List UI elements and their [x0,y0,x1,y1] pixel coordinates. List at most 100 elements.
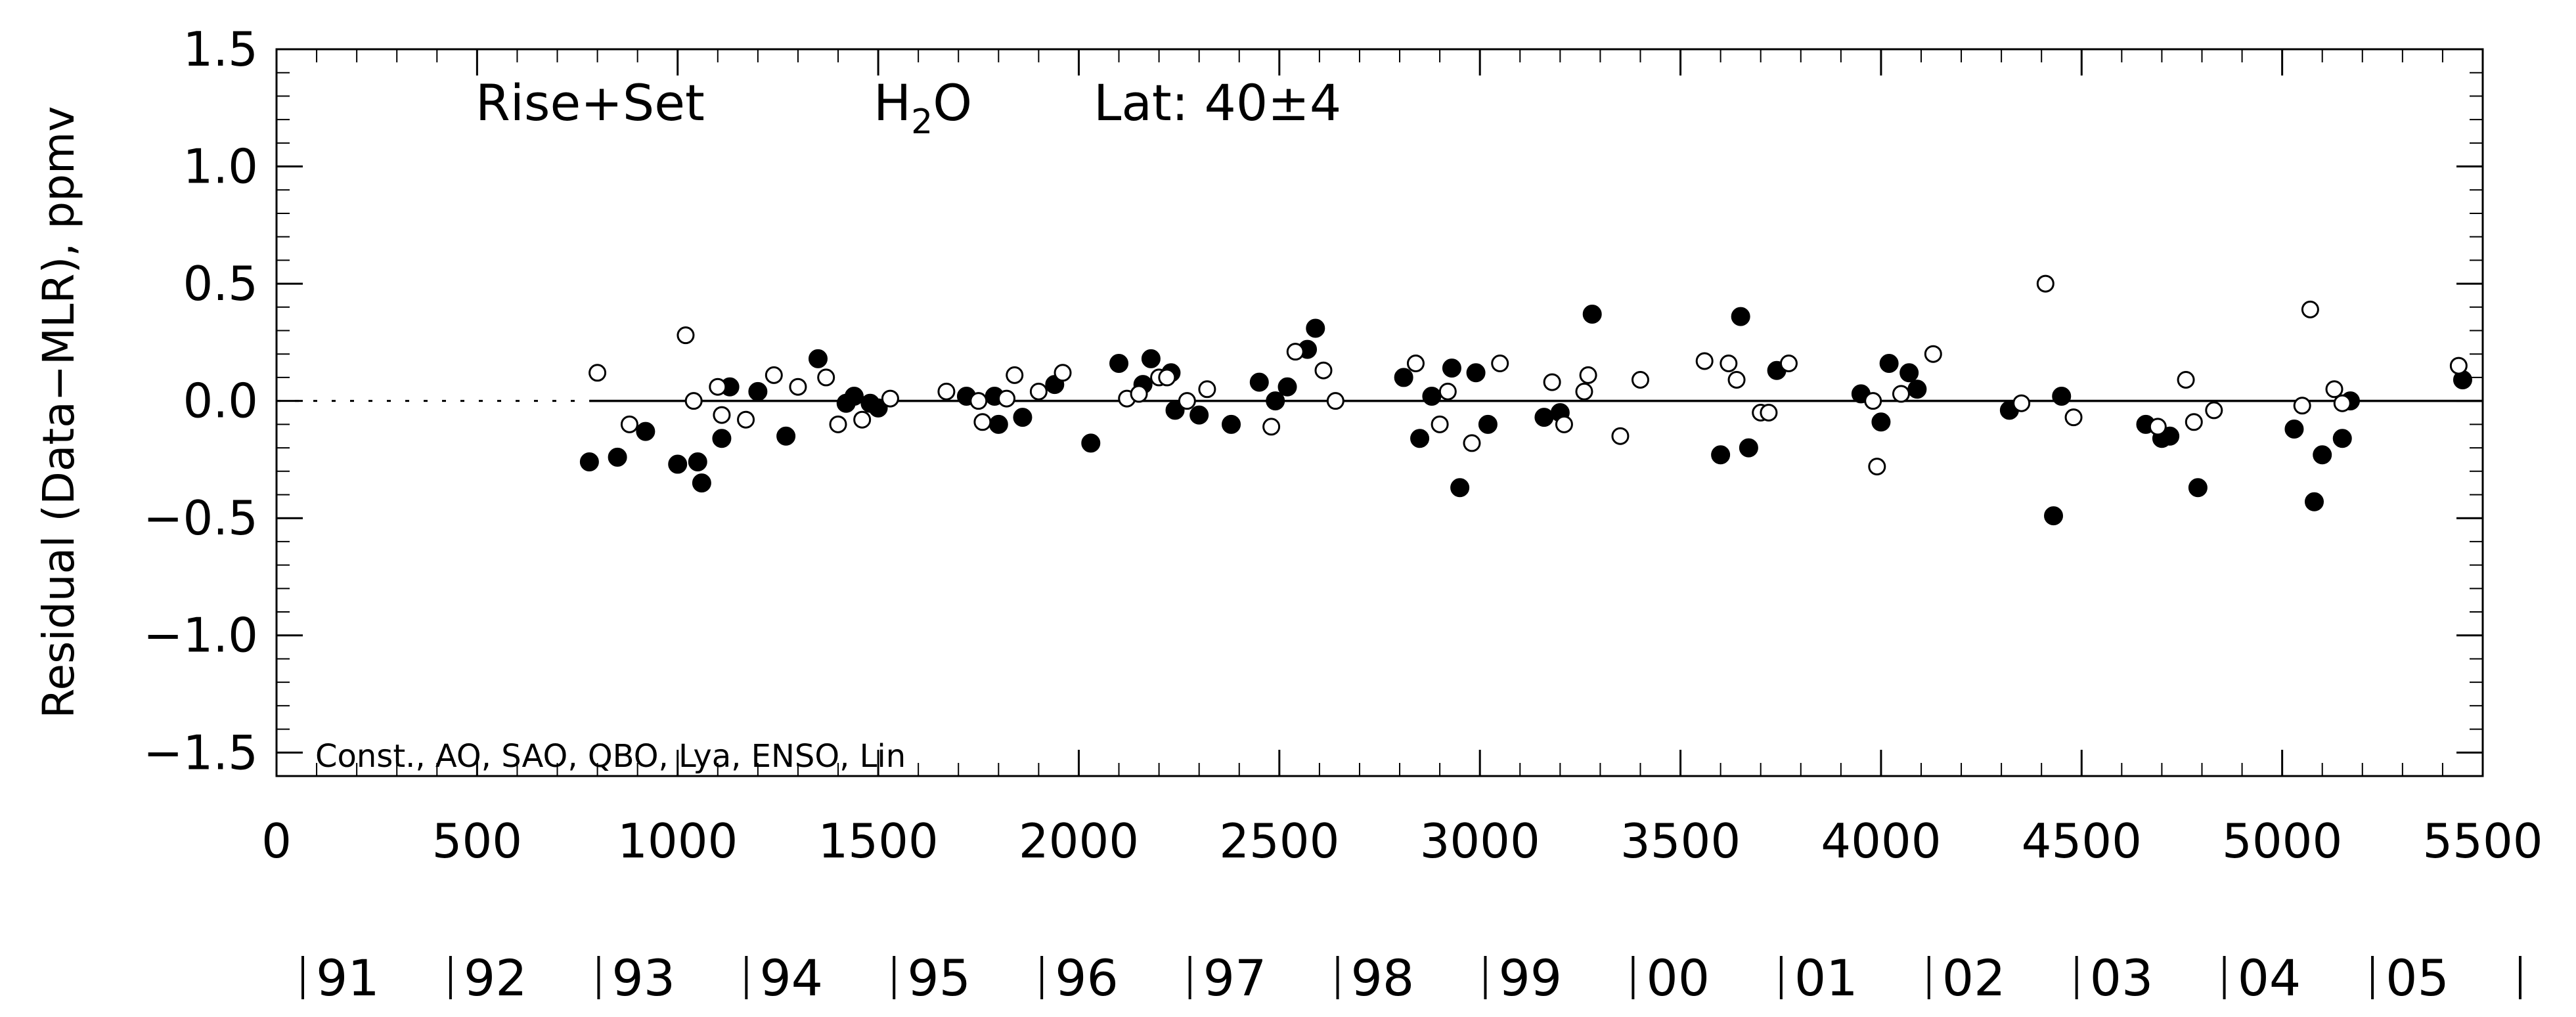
open-point [2333,394,2351,412]
filled-point [2332,429,2352,448]
year-label: 01 [1794,949,1858,1007]
open-point [1158,368,1176,387]
open-point [881,389,899,408]
y-tick-label: 1.0 [183,139,258,194]
filled-point [1731,307,1750,326]
open-point [588,364,607,382]
open-point [1924,345,1942,363]
open-point [1006,366,1024,384]
filled-point [988,414,1008,434]
filled-point [2284,419,2304,439]
open-point [2185,413,2203,431]
year-label: 96 [1055,949,1119,1007]
open-point [1029,382,1048,400]
filled-point [1478,414,1498,434]
year-label: 99 [1498,949,1562,1007]
year-label: 05 [2386,949,2449,1007]
open-point [2012,394,2031,412]
filled-point [1534,408,1554,427]
filled-point [1899,363,1919,383]
filled-point [2160,426,2180,446]
x-tick-label: 3500 [1620,813,1741,869]
open-point [2036,274,2054,293]
x-tick-label: 5500 [2422,813,2543,869]
open-point [713,406,731,424]
x-tick-label: 0 [261,813,292,869]
y-axis-label: Residual (Data−MLR), ppmv [33,106,84,719]
open-point [1286,343,1304,361]
open-point [937,382,956,400]
filled-point [748,381,768,401]
filled-point [668,454,688,474]
open-point [2148,418,2167,436]
species-main: H [874,74,911,132]
filled-point [1907,379,1927,399]
filled-point [1249,372,1269,392]
filled-point [688,452,707,471]
y-tick-label: 1.5 [183,22,258,77]
y-tick-label: 0.5 [183,256,258,311]
filled-point [1306,318,1325,338]
data-points [579,274,2472,526]
filled-point [2044,506,2064,526]
filled-point [1141,349,1161,368]
filled-point [692,473,711,493]
filled-point [1394,368,1413,387]
filled-point [1582,305,1602,324]
year-label: 02 [1942,949,2006,1007]
filled-point [712,429,732,448]
open-point [1611,427,1630,445]
year-label: 95 [907,949,971,1007]
open-point [969,392,988,410]
filled-point [608,447,627,467]
open-point [1892,385,1910,403]
open-point [1760,404,1778,422]
filled-point [1013,408,1033,427]
x-tick-label: 1500 [818,813,938,869]
open-point [1054,364,1072,382]
y-axis-ticks: −1.5 −1.0 −0.5 0.0 0.5 1.0 1.5 [143,22,2483,780]
open-point [2205,401,2223,420]
x-tick-label: 4000 [1821,813,1941,869]
open-point [1727,371,1746,389]
open-point [998,389,1016,408]
open-point [1779,355,1798,373]
x-tick-label: 2000 [1019,813,1139,869]
year-label: 04 [2238,949,2301,1007]
filled-point [1739,438,1758,458]
open-point [2064,408,2083,427]
open-point [2177,371,2195,389]
filled-point [1266,391,1285,411]
open-point [620,415,638,433]
open-point [2449,357,2468,375]
model-terms-annotation: Const., AO, SAO, QBO, Lya, ENSO, Lin [315,738,906,775]
open-point [1864,392,1882,410]
x-tick-label: 2500 [1219,813,1339,869]
species-tail: O [933,74,972,132]
open-point [1178,392,1196,410]
filled-point [1442,358,1461,378]
y-tick-label: −1.5 [143,725,258,780]
x-axis-ticks: 0 500 1000 1500 2000 2500 3000 3500 4000 4500 5000… [261,49,2543,869]
open-point [1720,355,1738,373]
open-point [853,410,872,429]
filled-point [1879,354,1899,374]
open-point [2325,380,2343,399]
open-point [1491,355,1509,373]
open-point [973,413,992,431]
open-point [1543,373,1561,391]
y-tick-label: −1.0 [143,608,258,663]
open-point [1631,371,1649,389]
year-label: 03 [2090,949,2154,1007]
filled-point [2188,478,2208,498]
filled-point [1081,433,1101,453]
filled-point [1466,363,1486,383]
latitude-annotation: Lat: 40±4 [1094,74,1341,132]
filled-point [1410,429,1430,448]
filled-point [1277,377,1297,397]
filled-point [1109,354,1129,374]
year-label: 97 [1203,949,1267,1007]
year-label: 94 [759,949,823,1007]
filled-point [1450,478,1470,498]
